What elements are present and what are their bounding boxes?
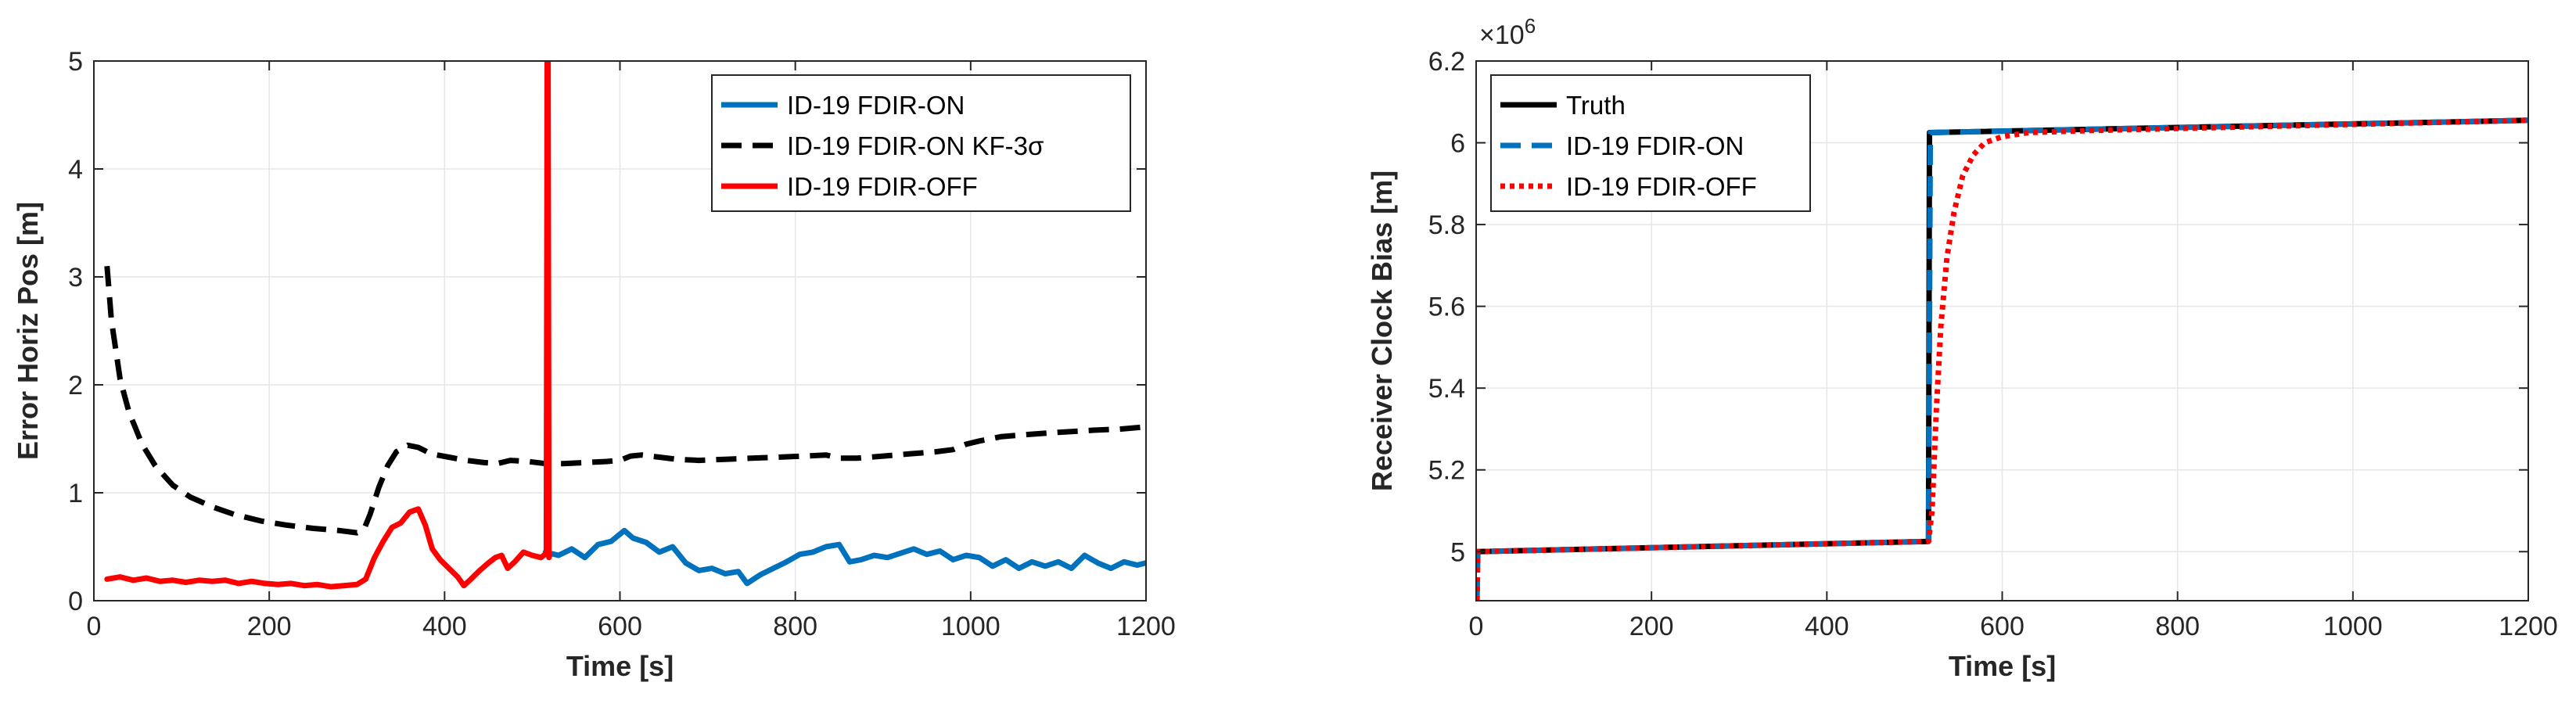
- x-axis-label: Time [s]: [1949, 650, 2056, 682]
- chart-1: 0 200 400 600 800 1000 1200 0 1 2 3 4 5 Time [s] Error…: [12, 47, 1176, 682]
- x-tick-label: 600: [1980, 612, 2025, 641]
- x-tick-label: 1000: [941, 612, 1001, 641]
- y-tick-label: 2: [68, 371, 83, 400]
- x-tick-label: 400: [1805, 612, 1849, 641]
- series-group: [104, 61, 1146, 590]
- y-tick-label: 5.6: [1428, 293, 1465, 322]
- y-tick-label: 5: [1450, 537, 1465, 567]
- series-line-id-19-fdir-off: [1476, 117, 2528, 601]
- y-tick-label: 6.2: [1428, 47, 1465, 77]
- legend-label: ID-19 FDIR-ON: [787, 91, 965, 120]
- x-tick-label: 1000: [2323, 612, 2383, 641]
- legend-label: ID-19 FDIR-OFF: [787, 172, 978, 201]
- x-tick-label: 800: [773, 612, 817, 641]
- series-line-id-19-fdir-on-kf-3: [104, 265, 1146, 536]
- y-tick-label: 1: [68, 479, 83, 508]
- legend: ID-19 FDIR-ON ID-19 FDIR-ON KF-3σ ID-19 FD…: [711, 74, 1131, 212]
- legend-label: ID-19 FDIR-ON KF-3σ: [787, 131, 1044, 160]
- legend-label: ID-19 FDIR-ON: [1566, 131, 1744, 160]
- y-axis-label: Error Horiz Pos [m]: [12, 202, 44, 460]
- y-tick-label: 3: [68, 263, 83, 293]
- y-tick-label: 6: [1450, 129, 1465, 159]
- y-axis-label: Receiver Clock Bias [m]: [1366, 171, 1398, 491]
- legend-label: ID-19 FDIR-OFF: [1566, 172, 1757, 201]
- x-tick-label: 600: [598, 612, 642, 641]
- x-tick-label: 800: [2155, 612, 2200, 641]
- x-tick-label: 0: [87, 612, 102, 641]
- legend: Truth ID-19 FDIR-ON ID-19 FDIR-OFF: [1490, 74, 1811, 212]
- legend-box: [711, 74, 1131, 212]
- y-tick-label: 0: [68, 587, 83, 616]
- y-tick-label: 5: [68, 47, 83, 77]
- y-axis-exponent: ×106: [1479, 14, 1536, 50]
- series-group: [1476, 117, 2528, 601]
- x-tick-label: 200: [247, 612, 292, 641]
- x-tick-label: 1200: [1116, 612, 1176, 641]
- x-tick-label: 0: [1469, 612, 1484, 641]
- chart-2: 0 200 400 600 800 1000 1200 5 5.2 5.4 5.6 5.8 6 6.2 Ti…: [1366, 14, 2558, 682]
- y-tick-label: 5.4: [1428, 374, 1465, 404]
- series-line-id-19-fdir-on: [542, 527, 1146, 587]
- y-tick-label: 5.2: [1428, 456, 1465, 486]
- y-tick-label: 4: [68, 155, 83, 185]
- x-tick-label: 1200: [2499, 612, 2558, 641]
- series-line-id-19-fdir-off: [104, 61, 553, 590]
- x-tick-label: 200: [1629, 612, 1674, 641]
- y-tick-label: 5.8: [1428, 210, 1465, 240]
- x-tick-label: 400: [422, 612, 467, 641]
- legend-label: Truth: [1566, 91, 1626, 120]
- x-axis-label: Time [s]: [566, 650, 674, 682]
